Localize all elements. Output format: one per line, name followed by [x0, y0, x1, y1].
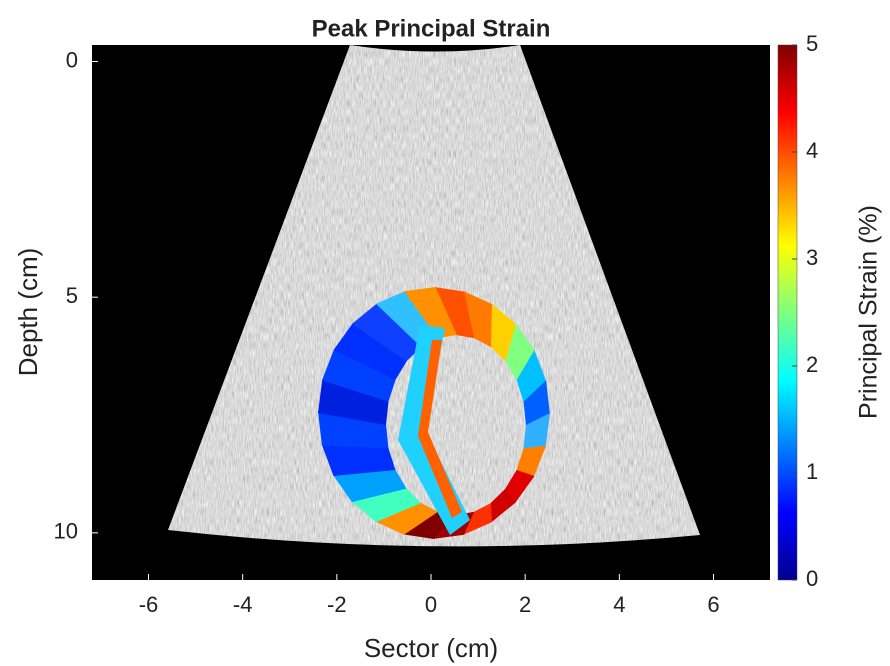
x-tick-label: 4: [613, 592, 625, 617]
x-tick-label: -4: [233, 592, 253, 617]
y-axis-label: Depth (cm): [13, 248, 43, 377]
colorbar: [778, 45, 797, 580]
colorbar-tick-label: 3: [806, 245, 818, 270]
y-tick-label: 5: [66, 283, 78, 308]
y-tick-label: 10: [54, 519, 78, 544]
colorbar-tick-label: 4: [806, 138, 818, 163]
x-tick-label: -2: [327, 592, 347, 617]
x-axis-label: Sector (cm): [364, 633, 498, 663]
colorbar-tick-label: 5: [806, 31, 818, 56]
x-tick-label: -6: [139, 592, 159, 617]
x-tick-label: 6: [707, 592, 719, 617]
chart: Peak Principal Strain Sector (cm) Depth …: [0, 0, 890, 666]
colorbar-tick-label: 1: [806, 459, 818, 484]
colorbar-label: Principal Strain (%): [855, 205, 883, 419]
chart-title: Peak Principal Strain: [312, 15, 551, 42]
colorbar-tick-label: 0: [806, 566, 818, 591]
page: Peak Principal Strain Sector (cm) Depth …: [0, 0, 890, 666]
x-tick-label: 2: [519, 592, 531, 617]
y-tick-label: 0: [66, 47, 78, 72]
x-tick-label: 0: [425, 592, 437, 617]
colorbar-tick-label: 2: [806, 352, 818, 377]
